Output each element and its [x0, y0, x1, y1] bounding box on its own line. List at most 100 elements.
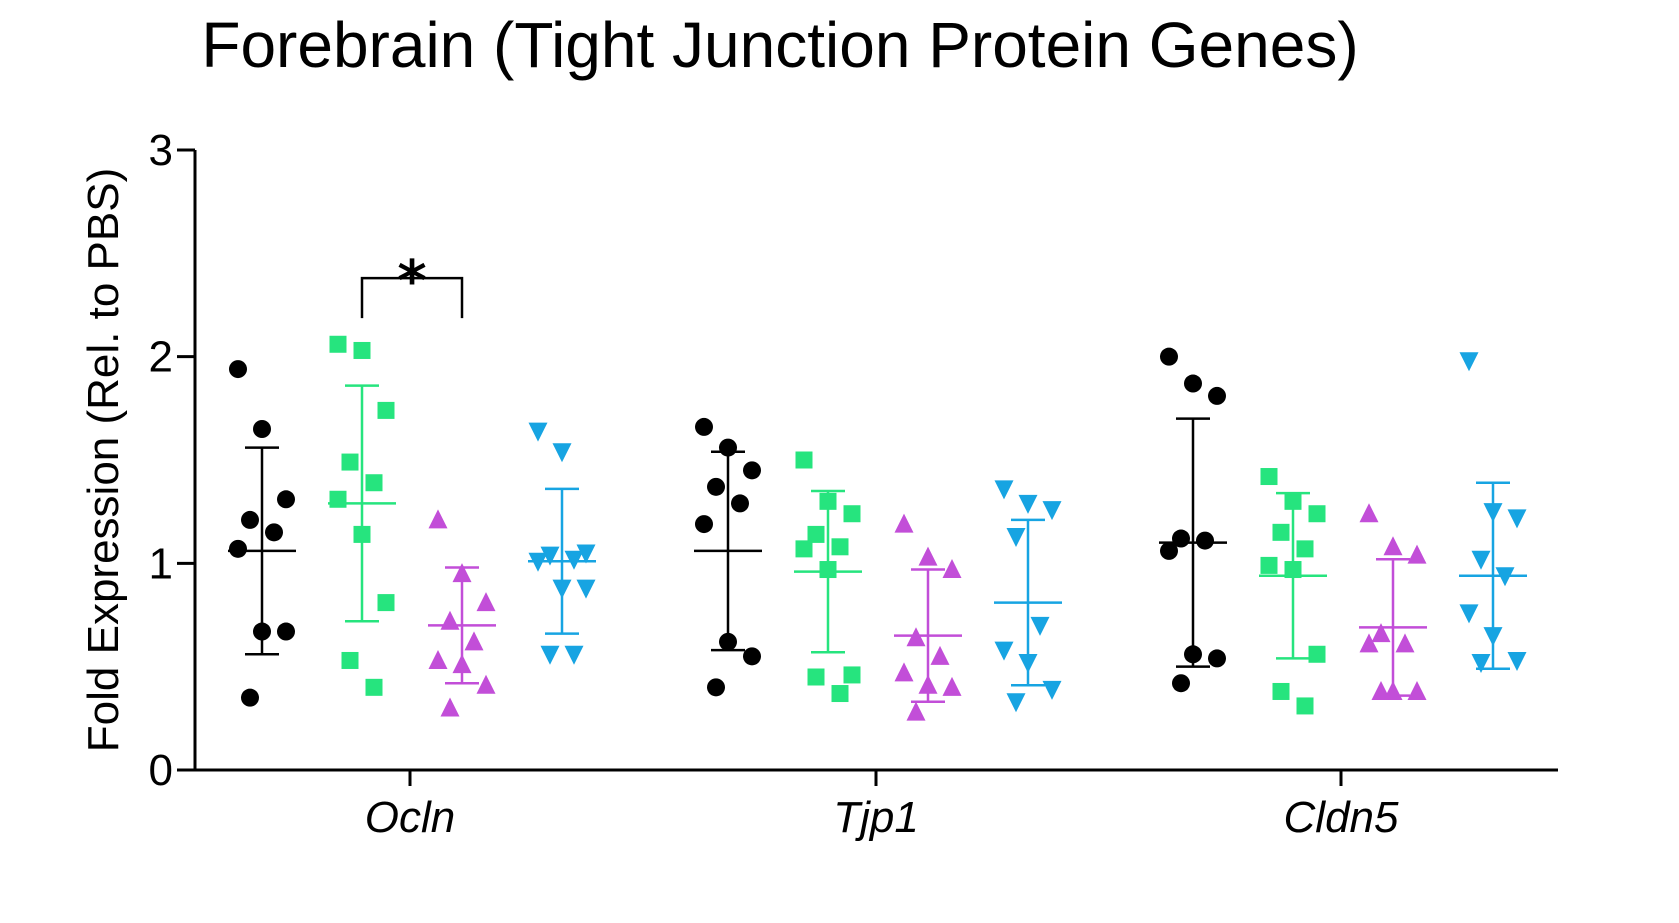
data-point [540, 546, 560, 566]
data-point [1359, 503, 1379, 523]
data-point [1383, 536, 1403, 556]
data-point [906, 701, 926, 721]
data-point [1284, 561, 1302, 579]
data-point [1371, 680, 1391, 700]
data-point [1208, 386, 1226, 405]
data-marks [228, 335, 1527, 721]
data-point [241, 688, 259, 707]
data-point [1284, 492, 1302, 510]
data-point [1030, 616, 1050, 636]
data-point [1172, 529, 1190, 548]
y-axis-label: Fold Expression (Rel. to PBS) [79, 168, 128, 752]
chart-title: Forebrain (Tight Junction Protein Genes) [201, 9, 1359, 81]
data-point [341, 453, 359, 471]
data-point [1296, 697, 1314, 715]
x-tick-label: Tjp1 [833, 793, 919, 842]
data-point [1006, 693, 1026, 713]
data-point [819, 492, 837, 510]
data-point [1160, 541, 1178, 560]
data-point [719, 438, 737, 457]
data-point [1407, 680, 1427, 700]
data-point [1272, 682, 1290, 700]
data-point [819, 561, 837, 579]
data-point [452, 654, 472, 674]
x-tick-label: Ocln [365, 793, 455, 842]
data-point [277, 622, 295, 641]
data-point [831, 685, 849, 703]
data-point [1042, 680, 1062, 700]
data-point [341, 651, 359, 669]
data-point [564, 645, 584, 665]
data-point [353, 525, 371, 543]
data-point [843, 505, 861, 523]
data-point [930, 645, 950, 665]
data-point [1172, 674, 1190, 693]
data-point [994, 480, 1014, 500]
data-point [540, 645, 560, 665]
data-point [707, 477, 725, 496]
data-point [906, 627, 926, 647]
data-point [1184, 374, 1202, 393]
data-point [229, 539, 247, 558]
data-point [795, 451, 813, 469]
y-tick-label: 3 [149, 126, 173, 175]
series-2 [328, 335, 1327, 715]
data-point [1184, 645, 1202, 664]
series-4 [528, 352, 1527, 713]
data-point [1495, 567, 1515, 587]
data-point [743, 647, 761, 666]
data-point [695, 417, 713, 436]
data-point [440, 697, 460, 717]
data-point [241, 510, 259, 529]
data-point [1272, 523, 1290, 541]
data-point [994, 641, 1014, 661]
data-point [1395, 633, 1415, 653]
data-point [1018, 494, 1038, 514]
data-point [329, 335, 347, 353]
data-point [894, 513, 914, 533]
y-tick-label: 0 [149, 746, 173, 795]
data-point [1471, 550, 1491, 570]
data-point [428, 649, 448, 669]
data-point [476, 674, 496, 694]
data-point [1383, 680, 1403, 700]
data-point [1371, 623, 1391, 643]
data-point [1042, 501, 1062, 521]
data-point [1006, 527, 1026, 547]
axes: 0 1 2 3 Ocln Tjp1 Cldn5 [149, 126, 1558, 842]
data-point [253, 420, 271, 438]
data-point [229, 360, 247, 379]
series-1 [228, 347, 1227, 707]
data-point [528, 422, 548, 442]
data-point [1483, 503, 1503, 523]
data-point [1260, 556, 1278, 574]
data-point [552, 443, 572, 463]
data-point [1308, 505, 1326, 523]
data-point [440, 610, 460, 630]
data-point [576, 579, 596, 599]
data-point [265, 523, 283, 542]
data-point [1459, 604, 1479, 624]
data-point [918, 546, 938, 566]
significance-annotations: * [360, 249, 464, 319]
data-point [695, 515, 713, 534]
data-point [942, 559, 962, 579]
data-point [365, 678, 383, 696]
data-point [464, 631, 484, 651]
data-point [552, 579, 572, 599]
data-point [1483, 627, 1503, 647]
data-point [807, 525, 825, 543]
data-point [1208, 649, 1226, 668]
data-point [452, 563, 472, 583]
data-point [253, 622, 271, 641]
data-point [942, 676, 962, 696]
x-tick-label: Cldn5 [1284, 793, 1399, 842]
y-tick-label: 1 [149, 539, 173, 588]
data-point [428, 509, 448, 529]
data-point [1260, 468, 1278, 486]
data-point [1308, 645, 1326, 663]
data-point [1459, 352, 1479, 372]
data-point [1507, 651, 1527, 671]
data-point [1407, 544, 1427, 564]
